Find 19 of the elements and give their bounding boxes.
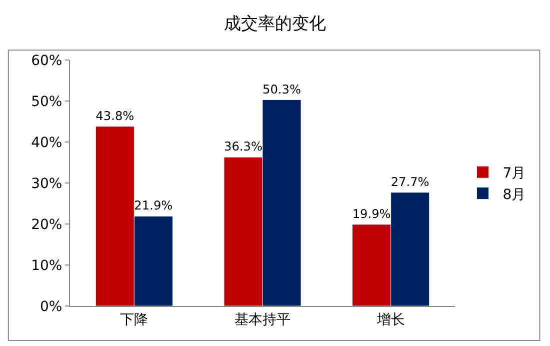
data-label: 21.9% xyxy=(134,198,173,213)
data-label: 43.8% xyxy=(96,108,134,123)
legend-label: 8月 xyxy=(502,186,526,203)
y-tick-label: 20% xyxy=(31,216,62,233)
legend-label: 7月 xyxy=(502,166,526,182)
y-tick-label: 10% xyxy=(31,258,62,274)
y-tick-label: 0% xyxy=(40,298,62,315)
data-label: 36.3% xyxy=(224,140,262,154)
data-label: 19.9% xyxy=(352,206,391,221)
y-tick-label: 60% xyxy=(31,52,62,69)
chart-title: 成交率的变化 xyxy=(224,14,326,34)
data-label: 50.3% xyxy=(262,82,301,96)
x-tick-label: 增长 xyxy=(376,312,405,328)
y-tick-label: 30% xyxy=(31,176,62,192)
data-label: 27.7% xyxy=(390,174,430,189)
x-tick-label: 下降 xyxy=(120,312,148,328)
x-tick-label: 基本持平 xyxy=(234,312,290,328)
y-tick-label: 50% xyxy=(31,94,62,110)
y-tick-label: 40% xyxy=(31,134,62,151)
